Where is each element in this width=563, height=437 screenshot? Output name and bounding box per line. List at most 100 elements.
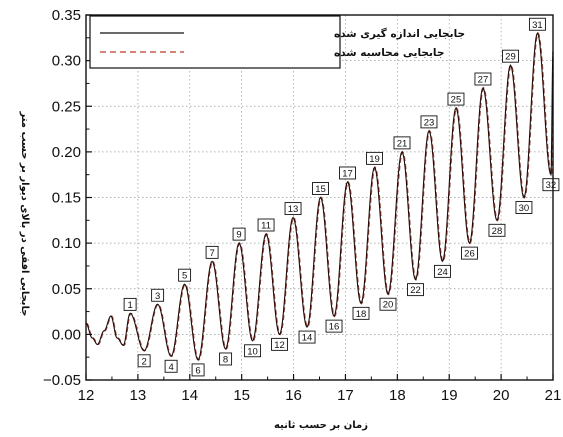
y-tick-label: 0.15 xyxy=(52,190,81,207)
x-tick-label: 18 xyxy=(389,387,406,404)
extrema-labels: 1234567891011121314151617181920212223242… xyxy=(123,17,560,377)
extremum-label: 12 xyxy=(274,340,285,351)
extremum-label: 6 xyxy=(195,365,200,376)
extremum-box xyxy=(232,227,246,241)
extremum-26: 26 xyxy=(461,246,478,260)
extremum-box xyxy=(205,245,219,259)
extremum-20: 20 xyxy=(379,297,397,311)
extremum-29: 29 xyxy=(502,49,519,63)
extremum-label: 1 xyxy=(127,300,132,311)
extremum-label: 31 xyxy=(532,20,543,31)
extremum-label: 27 xyxy=(478,75,489,86)
extremum-label: 18 xyxy=(356,309,367,320)
y-tick-label: 0.35 xyxy=(52,7,81,24)
extremum-27: 27 xyxy=(474,72,492,86)
extremum-box xyxy=(244,344,262,358)
legend-label-calculated: جابجایی محاسبه شده xyxy=(334,47,444,59)
extremum-18: 18 xyxy=(352,306,370,320)
extremum-box xyxy=(515,201,533,214)
extremum-4: 4 xyxy=(164,359,178,373)
extremum-21: 21 xyxy=(393,136,411,149)
extremum-7: 7 xyxy=(205,245,219,259)
extremum-box xyxy=(461,246,478,260)
extremum-label: 17 xyxy=(342,168,353,179)
extremum-label: 28 xyxy=(492,226,503,237)
extremum-11: 11 xyxy=(257,218,275,232)
extremum-box xyxy=(219,352,233,366)
extremum-label: 13 xyxy=(288,204,299,215)
y-axis-title: جابجایی افقی در بالای دیوار بر حسب متر xyxy=(19,111,30,317)
extremum-3: 3 xyxy=(151,288,165,302)
extremum-box xyxy=(271,337,288,351)
extremum-box xyxy=(298,330,316,344)
extremum-box xyxy=(379,297,397,311)
extremum-label: 2 xyxy=(141,356,146,367)
extremum-box xyxy=(366,151,383,165)
extremum-8: 8 xyxy=(219,352,233,366)
grid xyxy=(86,15,553,380)
extremum-box xyxy=(191,363,205,377)
x-tick-label: 19 xyxy=(441,387,458,404)
y-tick-label: 0.25 xyxy=(52,98,81,115)
extremum-32: 32 xyxy=(542,178,560,192)
extremum-box xyxy=(542,178,560,192)
y-tick-labels: −0.05 0.00 0.05 0.10 0.15 0.20 0.25 0.30 0.35 xyxy=(43,7,81,389)
extremum-box xyxy=(488,223,506,237)
extremum-label: 26 xyxy=(464,249,475,260)
extremum-box xyxy=(407,283,424,297)
extremum-label: 21 xyxy=(397,138,408,149)
extremum-box xyxy=(420,115,438,129)
extremum-label: 30 xyxy=(519,203,530,214)
extremum-label: 15 xyxy=(315,184,326,195)
extremum-label: 23 xyxy=(424,117,435,128)
extremum-box xyxy=(502,49,519,63)
extremum-box xyxy=(434,264,451,278)
extremum-30: 30 xyxy=(515,201,533,214)
extremum-6: 6 xyxy=(191,363,205,377)
extremum-box xyxy=(123,297,137,311)
extremum-16: 16 xyxy=(325,319,343,333)
legend-box xyxy=(89,15,341,69)
series-calculated xyxy=(86,31,554,361)
extremum-5: 5 xyxy=(178,268,192,282)
extremum-label: 16 xyxy=(329,322,340,333)
legend-label-measured: جابجایی اندازه گیری شده xyxy=(334,27,465,40)
extremum-box xyxy=(447,92,465,106)
y-tick-label: 0.00 xyxy=(52,326,81,343)
y-tick-label: 0.20 xyxy=(52,144,81,161)
extremum-12: 12 xyxy=(271,337,288,351)
extremum-box xyxy=(178,268,192,282)
extremum-box xyxy=(352,306,370,320)
extremum-box xyxy=(528,17,546,31)
extremum-label: 24 xyxy=(437,267,448,278)
y-tick-label: 0.10 xyxy=(52,235,81,252)
extremum-box xyxy=(474,72,492,86)
extremum-label: 29 xyxy=(505,52,516,63)
extremum-label: 19 xyxy=(369,154,380,165)
x-tick-label: 12 xyxy=(78,387,95,404)
extremum-25: 25 xyxy=(447,92,465,106)
x-tick-labels: 12 13 14 15 16 17 18 19 20 21 xyxy=(78,387,562,404)
extremum-box xyxy=(325,319,343,333)
extremum-label: 3 xyxy=(155,291,160,302)
extremum-2: 2 xyxy=(137,354,151,368)
extremum-13: 13 xyxy=(284,202,302,215)
extremum-31: 31 xyxy=(528,17,546,31)
extremum-label: 10 xyxy=(247,346,258,357)
x-tick-label: 13 xyxy=(130,387,147,404)
line-measured xyxy=(85,32,554,361)
axis-ticks xyxy=(85,14,554,381)
x-tick-label: 17 xyxy=(337,387,354,404)
extremum-box xyxy=(137,354,151,368)
extremum-15: 15 xyxy=(312,182,329,195)
x-tick-label: 15 xyxy=(233,387,250,404)
extremum-label: 20 xyxy=(383,300,394,311)
extremum-10: 10 xyxy=(244,344,262,358)
x-axis-title: زمان بر حسب ثانیه xyxy=(274,420,368,431)
extremum-label: 22 xyxy=(410,285,421,296)
x-tick-label: 16 xyxy=(285,387,302,404)
extremum-label: 9 xyxy=(236,230,241,241)
x-tick-label: 14 xyxy=(181,387,198,404)
extremum-box xyxy=(151,288,165,302)
